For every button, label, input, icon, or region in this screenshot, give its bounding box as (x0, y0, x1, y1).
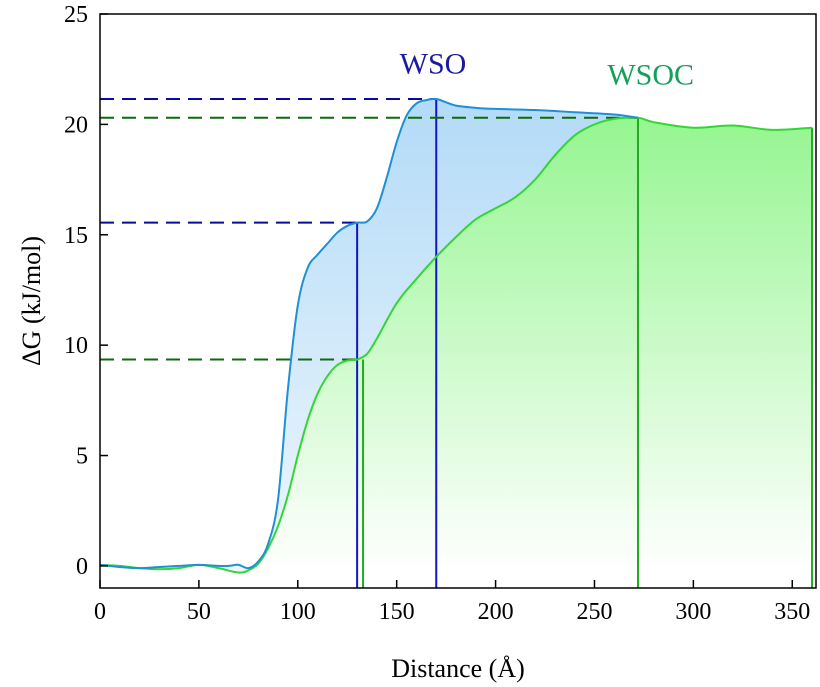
x-tick-label: 250 (576, 599, 612, 625)
wsoc-curve (100, 116, 813, 574)
y-tick-label: 20 (64, 112, 88, 138)
y-tick-label: 10 (64, 333, 88, 359)
series-curves (100, 97, 813, 574)
wso-curve (100, 97, 639, 570)
x-tick-label: 200 (478, 599, 514, 625)
y-axis-title: ΔG (kJ/mol) (17, 236, 46, 366)
x-tick-label: 100 (280, 599, 316, 625)
plot-frame (99, 13, 817, 589)
y-tick-label: 5 (76, 444, 88, 470)
y-tick-label: 25 (64, 2, 88, 28)
x-axis-title: Distance (Å) (391, 654, 525, 683)
x-tick-label: 50 (187, 599, 211, 625)
series-fills (100, 98, 813, 573)
x-tick-label: 0 (94, 599, 106, 625)
wsoc-area-fill (100, 117, 813, 573)
y-tick-label: 0 (76, 554, 88, 580)
x-tick-label: 350 (774, 599, 810, 625)
series-label-wsoc: WSOC (607, 59, 694, 92)
y-tick-label: 15 (64, 223, 88, 249)
series-label-wso: WSO (400, 48, 467, 81)
x-tick-label: 300 (675, 599, 711, 625)
wso-area-fill (100, 98, 638, 573)
x-tick-label: 150 (379, 599, 415, 625)
series-annotations: WSO WSOC (400, 48, 694, 92)
y-axis-ticks: 0 5 10 15 20 25 (64, 2, 108, 580)
reference-lines (100, 97, 814, 588)
x-axis-ticks: 0 50 100 150 200 250 300 350 (94, 580, 810, 625)
